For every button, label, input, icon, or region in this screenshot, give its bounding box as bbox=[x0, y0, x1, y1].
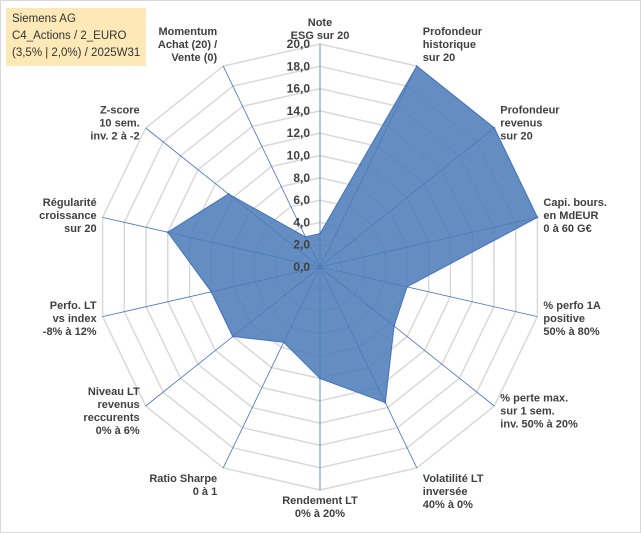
axis-label-line: ESG sur 20 bbox=[291, 30, 350, 42]
tick-label: 10,0 bbox=[287, 149, 311, 163]
radar-series bbox=[166, 65, 539, 404]
axis-label-line: 10 sem. bbox=[99, 118, 139, 130]
axis-label: Ratio Sharpe 0 à 1 bbox=[149, 473, 217, 498]
axis-label-line: sur 20 bbox=[64, 223, 96, 235]
axis-label-line: Rendement LT bbox=[282, 495, 358, 507]
axis-label: Capi. bours. en MdEUR 0 à 60 G€ bbox=[543, 197, 607, 235]
axis-label-line: sur 1 sem. bbox=[500, 406, 554, 418]
axis-label-line: Z-score bbox=[100, 105, 140, 117]
tick-label: 12,0 bbox=[287, 126, 311, 140]
axis-label: % perte max. sur 1 sem. inv. 50% à 20% bbox=[500, 393, 578, 431]
tick-label: 16,0 bbox=[287, 82, 311, 96]
data-point bbox=[227, 193, 230, 195]
info-params: (3,5% | 2,0%) / 2025W31 bbox=[12, 47, 141, 59]
data-point bbox=[304, 235, 307, 238]
axis-label-line: Vente (0) bbox=[171, 52, 217, 64]
data-point bbox=[384, 401, 387, 404]
data-point bbox=[166, 231, 169, 234]
tick-label: 8,0 bbox=[293, 171, 310, 185]
axis-label-line: Momentum bbox=[159, 26, 218, 38]
info-box: Siemens AG C4_Actions / 2_EURO (3,5% | 2… bbox=[6, 8, 146, 66]
axis-label-line: sur 20 bbox=[423, 52, 455, 64]
axis-label-line: 0% à 20% bbox=[295, 508, 345, 520]
axis-label: Z-score 10 sem. inv. 2 à -2 bbox=[90, 105, 139, 143]
info-company: Siemens AG bbox=[12, 13, 76, 25]
radar-axis-labels: Note ESG sur 20 Profondeur historique sur 20… bbox=[39, 17, 607, 520]
tick-label: 4,0 bbox=[293, 215, 310, 229]
tick-label: 20,0 bbox=[287, 37, 311, 51]
axis-label-line: positive bbox=[543, 313, 585, 325]
axis-label-line: sur 20 bbox=[500, 131, 532, 143]
data-point bbox=[231, 335, 234, 338]
axis-label-line: Volatilité LT bbox=[423, 473, 484, 485]
axis-label-line: 0 à 1 bbox=[193, 486, 217, 498]
axis-label-line: croissance bbox=[39, 210, 96, 222]
axis-label: Niveau LT revenus reccurents 0% à 6% bbox=[83, 386, 140, 437]
axis-label: Momentum Achat (20) / Vente (0) bbox=[158, 26, 218, 64]
axis-label: % perfo 1A positive 50% à 80% bbox=[543, 300, 601, 338]
axis-label: Volatilité LT inversée 40% à 0% bbox=[423, 473, 484, 511]
axis-label-line: Profondeur bbox=[500, 105, 560, 117]
axis-label: Profondeur historique sur 20 bbox=[423, 26, 483, 64]
axis-label-line: 0 à 60 G€ bbox=[543, 223, 591, 235]
axis-label-line: % perfo 1A bbox=[543, 300, 601, 312]
axis-label-line: Perfo. LT bbox=[50, 300, 97, 312]
axis-label: Régularité croissance sur 20 bbox=[39, 197, 96, 235]
data-point bbox=[406, 285, 408, 288]
tick-label: 14,0 bbox=[287, 104, 311, 118]
axis-label-line: 40% à 0% bbox=[423, 499, 473, 511]
axis-label-line: Achat (20) / bbox=[158, 39, 217, 51]
axis-label-line: Ratio Sharpe bbox=[149, 473, 217, 485]
axis-label-line: 50% à 80% bbox=[543, 326, 599, 338]
data-point bbox=[493, 127, 496, 129]
data-point bbox=[415, 65, 418, 68]
radar-tick-labels: 0,0 2,0 4,0 6,0 8,0 10,0 12,0 14,0 16,0 18,0 20,0 bbox=[287, 37, 311, 274]
tick-label: 0,0 bbox=[293, 260, 310, 274]
axis-label-line: inv. 50% à 20% bbox=[500, 419, 578, 431]
axis-label-line: Note bbox=[308, 17, 332, 29]
axis-label-line: Profondeur bbox=[423, 26, 483, 38]
tick-label: 6,0 bbox=[293, 193, 310, 207]
axis-label: Rendement LT 0% à 20% bbox=[282, 495, 358, 520]
axis-label-line: -8% à 12% bbox=[43, 326, 97, 338]
axis-label-line: 0% à 6% bbox=[96, 425, 140, 437]
data-point bbox=[319, 377, 321, 380]
data-point bbox=[319, 232, 321, 235]
tick-label: 18,0 bbox=[287, 59, 311, 73]
axis-label-line: Niveau LT bbox=[88, 386, 140, 398]
info-category: C4_Actions / 2_EURO bbox=[12, 30, 127, 42]
data-point bbox=[282, 341, 285, 344]
data-point bbox=[536, 216, 539, 219]
axis-label-line: revenus bbox=[500, 118, 542, 130]
axis-label-line: historique bbox=[423, 39, 476, 51]
tick-label: 2,0 bbox=[293, 238, 310, 252]
axis-spoke bbox=[222, 65, 321, 268]
data-point bbox=[393, 325, 396, 328]
axis-label-line: revenus bbox=[97, 399, 139, 411]
axis-label-line: en MdEUR bbox=[543, 210, 598, 222]
axis-label: Note ESG sur 20 bbox=[291, 17, 350, 42]
axis-label-line: reccurents bbox=[83, 412, 139, 424]
axis-label-line: inversée bbox=[423, 486, 468, 498]
axis-label-line: % perte max. bbox=[500, 393, 568, 405]
axis-label: Profondeur revenus sur 20 bbox=[500, 105, 560, 143]
series-polygon bbox=[167, 65, 539, 404]
axis-label-line: Capi. bours. bbox=[543, 197, 607, 209]
axis-label-line: Régularité bbox=[43, 197, 97, 209]
axis-label-line: vs index bbox=[53, 313, 98, 325]
axis-label-line: inv. 2 à -2 bbox=[90, 131, 139, 143]
data-point bbox=[210, 290, 213, 293]
axis-label: Perfo. LT vs index -8% à 12% bbox=[43, 300, 98, 338]
